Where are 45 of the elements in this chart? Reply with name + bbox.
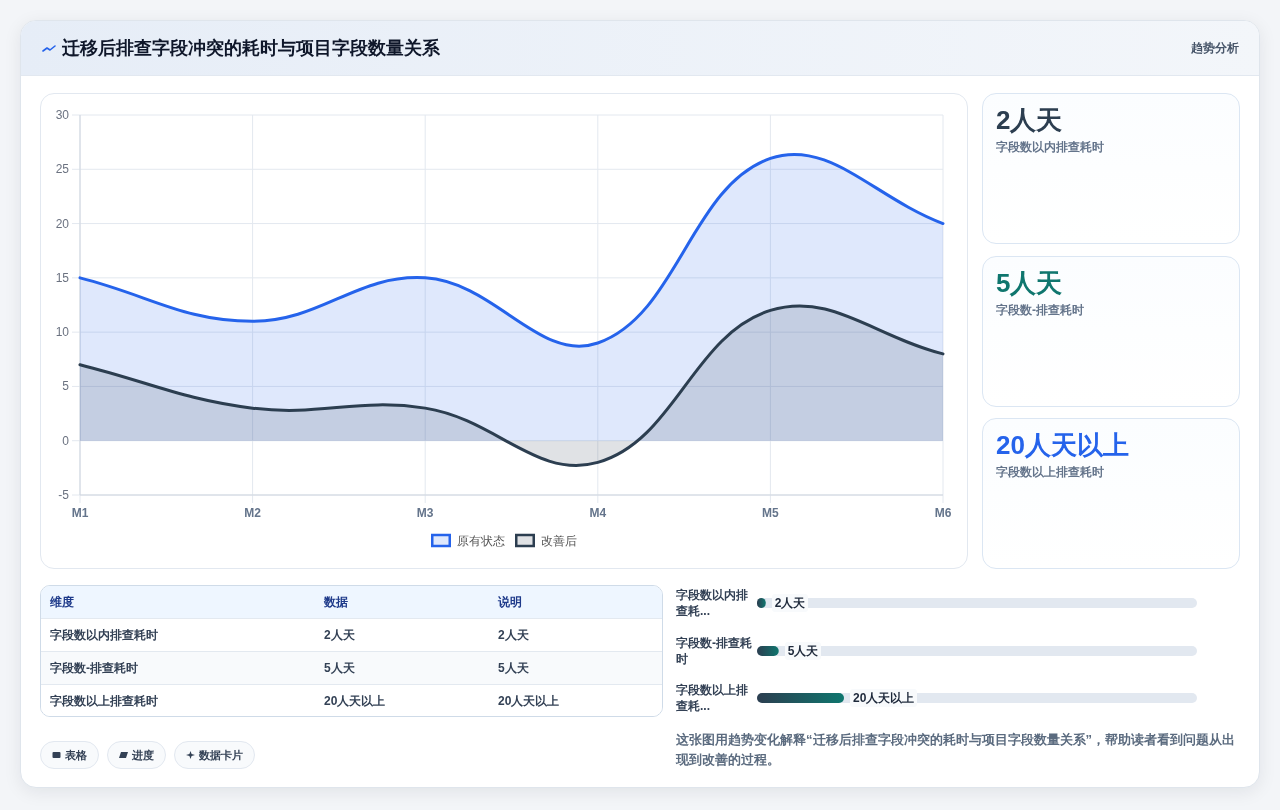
text: 进度 [132,747,154,763]
legend-label: 原有状态 [457,534,505,548]
x-tick-label: M5 [762,506,780,520]
text: 5人天 [996,266,1063,299]
text: 维度 [50,594,74,610]
y-tick-label: 15 [55,270,70,285]
chart-title: 迁移后排查字段冲突的耗时与项目字段数量关系 [62,37,440,59]
text: 2人天 [324,627,355,643]
data-label: 20人天以上 [853,690,915,706]
text: 表格 [65,747,87,763]
x-tick-label: M4 [589,506,607,520]
text: 5人天 [498,660,529,676]
text: 这张图用趋势变化解释“迁移后排查字段冲突的耗时与项目字段数量关系”，帮助读者看到问题从出现到改善的过程。 [676,731,1236,769]
data-label: 5人天 [787,642,819,659]
x-tick-label: M1 [71,506,89,520]
text: 说明 [498,594,522,610]
text: 字段数以上排查耗时 [50,693,158,709]
y-tick-label: 5 [62,379,70,394]
x-tick-label: M2 [244,506,262,520]
text: 数据卡片 [199,747,243,763]
text: 数据 [324,594,348,610]
text: 趋势分析 [1191,40,1239,56]
text: 20人天以上 [324,693,386,709]
text: 2人天 [498,627,529,643]
x-tick-label: M3 [416,506,434,520]
text: 字段数以上排查耗时 [996,464,1104,480]
y-tick-label: 字段数-排查耗时 [676,634,752,667]
text: 字段数-排查耗时 [996,301,1084,318]
y-tick-label: 30 [55,108,70,122]
y-tick-label: 0 [62,433,70,448]
text: 2人天 [996,104,1063,136]
y-tick-label: 字段数以上排查耗... [676,682,749,714]
text: 字段数以内排查耗时 [50,627,158,643]
y-tick-label: 10 [55,325,70,340]
y-tick-label: 25 [55,162,70,177]
legend-label: 改善后 [541,534,577,548]
y-tick-label: -5 [58,488,70,502]
text: 字段数以内排查耗时 [996,139,1104,155]
data-label: 2人天 [774,595,806,611]
y-tick-label: 字段数以内排查耗... [676,587,749,619]
x-tick-label: M6 [934,506,952,520]
text: 20人天以上 [996,429,1129,461]
y-tick-label: 20 [55,216,70,231]
text: 20人天以上 [498,693,560,709]
text: 5人天 [324,660,355,676]
